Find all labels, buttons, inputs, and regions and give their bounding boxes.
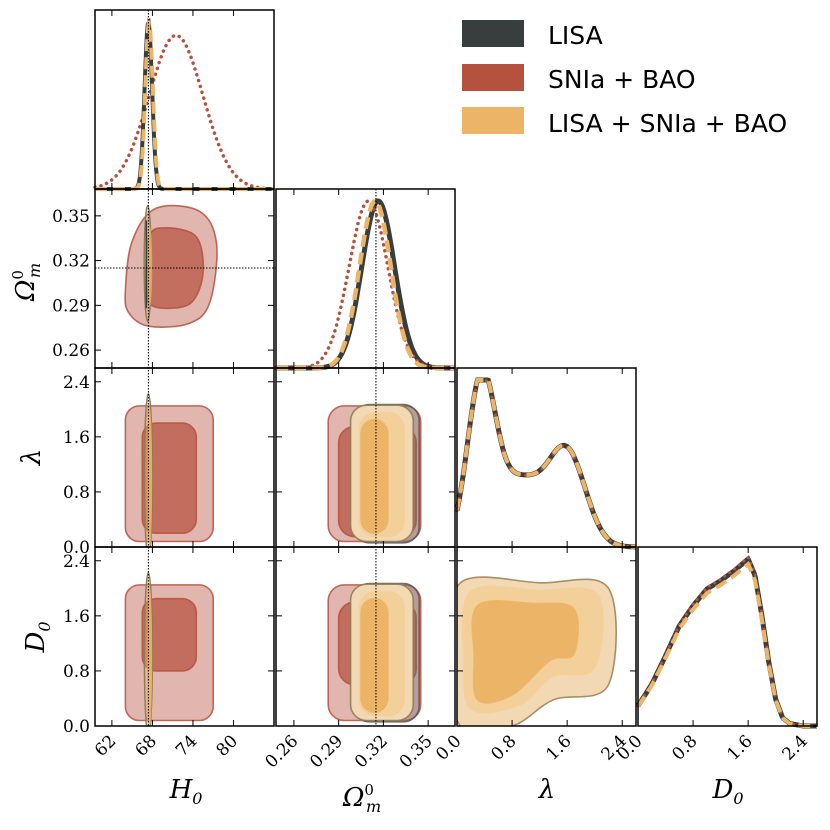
marginal-h0-snia-bao	[93, 33, 276, 191]
x-tick-label-Om: 0.32	[351, 731, 392, 772]
panels: 62 68 74 80 0.26 0.29 0.32 0.350.0 0.8 1.6 2.40.0 0…	[9, 9, 819, 816]
y-axis-label-om: Ω0m	[9, 263, 44, 302]
x-axis-label-lambda: λ	[538, 775, 555, 805]
panel-H0-D0	[124, 571, 215, 726]
panel-H0-lam	[124, 392, 215, 547]
contour-snia-1sigma	[141, 422, 198, 535]
x-tick-label-Om: 0.29	[306, 731, 347, 772]
marginal-d0-combined	[636, 560, 817, 728]
x-tick-label-H0: 80	[213, 731, 242, 760]
marginal-h0-lisa	[95, 17, 274, 191]
marginal-h0-combined	[95, 17, 274, 191]
contour-comb-1sigma	[360, 597, 389, 714]
panel-frame	[637, 546, 818, 727]
panel-frame	[94, 546, 275, 727]
legend-swatch-lisa-snia-bao	[462, 107, 524, 134]
x-tick-label-D0: 2.4	[778, 731, 811, 764]
y-tick-label-Om: 0.35	[52, 207, 90, 227]
panel-frame	[275, 188, 456, 369]
y-tick-label-lam: 1.6	[63, 428, 90, 448]
contour-snia-1sigma	[141, 597, 198, 672]
marginal-d0-lisa	[635, 555, 817, 729]
panel-frame	[275, 546, 456, 727]
y-tick-label-D0: 2.4	[63, 552, 90, 572]
x-tick-label-H0: 74	[172, 731, 201, 760]
legend: LISA SNIa + BAO LISA + SNIa + BAO	[462, 20, 787, 138]
y-tick-label-D0: 1.6	[63, 607, 90, 627]
panel-H0-Om	[124, 204, 218, 328]
legend-label-lisa-snia-bao: LISA + SNIa + BAO	[548, 109, 787, 138]
x-axis-label-om: Ω0 m	[342, 781, 381, 816]
y-tick-label-D0: 0.8	[63, 662, 90, 682]
x-tick-label-H0: 68	[132, 731, 161, 760]
contour-comb-1sigma	[360, 418, 389, 535]
y-tick-label-lam: 0.0	[63, 538, 90, 558]
x-tick-label-lam: 0.8	[487, 731, 520, 764]
x-tick-label-H0: 62	[91, 731, 120, 760]
marginal-lambda-combined	[455, 378, 636, 549]
contour-comb-1sigma	[471, 599, 579, 704]
x-tick-label-Om: 0.26	[262, 731, 303, 772]
panel-Om-D0	[327, 582, 422, 723]
legend-label-lisa: LISA	[548, 21, 603, 50]
x-tick-label-lam: 0.0	[432, 731, 465, 764]
y-tick-label-Om: 0.26	[52, 341, 90, 361]
marginal-d0-snia-bao	[636, 554, 819, 728]
panel-frame	[456, 367, 637, 548]
y-tick-label-lam: 0.8	[63, 483, 90, 503]
panel-frame	[456, 546, 637, 727]
x-tick-label-Om: 0.35	[396, 731, 437, 772]
x-tick-label-lam: 1.6	[542, 731, 575, 764]
legend-swatch-snia-bao	[462, 64, 524, 91]
y-tick-label-lam: 2.4	[63, 373, 90, 393]
y-tick-label-Om: 0.29	[52, 296, 90, 316]
legend-swatch-lisa	[462, 20, 524, 47]
x-tick-label-D0: 1.6	[723, 731, 756, 764]
x-axis-label-h0: H0	[169, 775, 203, 808]
x-tick-label-D0: 0.8	[668, 731, 701, 764]
y-axis-label-d0: D0	[21, 621, 54, 653]
y-tick-label-D0: 0.0	[63, 717, 90, 737]
panel-lam-D0	[457, 576, 618, 726]
panel-Om-lam	[327, 403, 422, 544]
x-axis-label-d0: D0	[711, 775, 743, 808]
panel-frame	[94, 9, 275, 190]
marginal-om-combined	[276, 198, 455, 371]
y-axis-label-lambda: λ	[17, 449, 47, 466]
y-tick-label-Om: 0.32	[52, 252, 90, 272]
legend-label-snia-bao: SNIa + BAO	[548, 65, 696, 94]
